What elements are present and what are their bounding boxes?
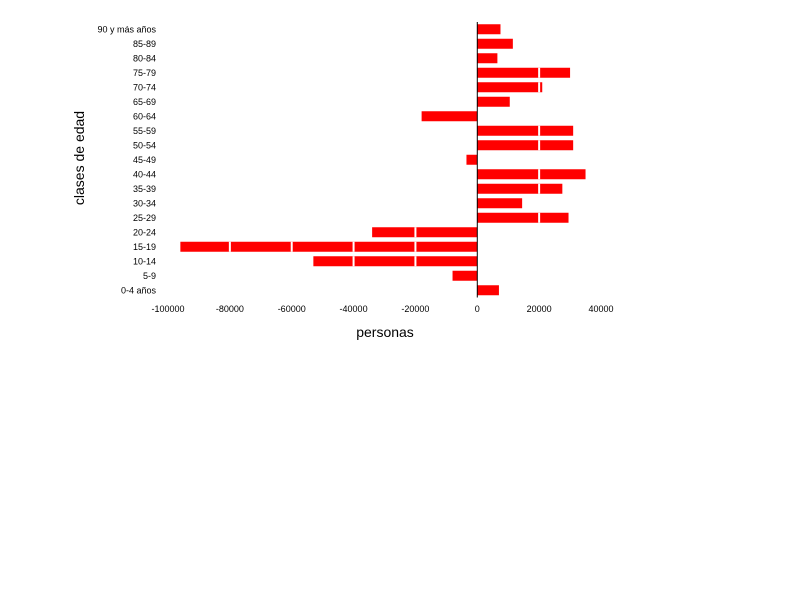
y-tick-label: 85-89 xyxy=(133,39,156,49)
y-tick-label: 50-54 xyxy=(133,140,156,150)
x-tick-label: 0 xyxy=(475,304,480,314)
y-tick-labels: 0-4 años 5-9 10-14 15-19 20-24 25-29 30-34 35-3… xyxy=(97,24,156,295)
bar-20-24 xyxy=(372,227,478,238)
y-tick-label: 40-44 xyxy=(133,169,156,179)
x-axis-title: personas xyxy=(356,324,414,340)
y-tick-label: 15-19 xyxy=(133,242,156,252)
bar-0-4-años xyxy=(477,285,499,296)
y-tick-label: 5-9 xyxy=(143,271,156,281)
y-axis-title: clases de edad xyxy=(71,111,87,205)
x-tick-label: -40000 xyxy=(340,304,368,314)
y-tick-label: 60-64 xyxy=(133,111,156,121)
bar-85-89 xyxy=(477,38,513,49)
bar-55-59 xyxy=(477,125,574,136)
bar-65-69 xyxy=(477,96,510,107)
bar-35-39 xyxy=(477,183,563,194)
x-tick-label: -80000 xyxy=(216,304,244,314)
y-tick-label: 20-24 xyxy=(133,227,156,237)
bar-70-74 xyxy=(477,82,543,93)
bar-30-34 xyxy=(477,198,523,209)
x-tick-label: -100000 xyxy=(151,304,184,314)
y-tick-label: 80-84 xyxy=(133,53,156,63)
y-tick-label: 75-79 xyxy=(133,68,156,78)
y-tick-label: 25-29 xyxy=(133,213,156,223)
x-tick-labels: -100000 -80000 -60000 -40000 -20000 0 20000 400… xyxy=(151,304,613,314)
bar-15-19 xyxy=(180,241,478,252)
bar-60-64 xyxy=(421,111,478,122)
bar-25-29 xyxy=(477,212,569,223)
bar-dividers-group xyxy=(228,67,541,267)
y-tick-label: 30-34 xyxy=(133,198,156,208)
y-tick-label: 70-74 xyxy=(133,82,156,92)
bars-group xyxy=(180,24,586,296)
bar-80-84 xyxy=(477,53,498,64)
bar-40-44 xyxy=(477,169,586,180)
y-tick-label: 35-39 xyxy=(133,184,156,194)
bar-10-14 xyxy=(313,256,478,267)
x-tick-label: 40000 xyxy=(588,304,613,314)
x-tick-label: -60000 xyxy=(278,304,306,314)
y-tick-label: 55-59 xyxy=(133,126,156,136)
y-tick-label: 10-14 xyxy=(133,256,156,266)
bar-50-54 xyxy=(477,140,574,151)
x-tick-label: 20000 xyxy=(527,304,552,314)
y-tick-label: 45-49 xyxy=(133,155,156,165)
bar-5-9 xyxy=(452,270,478,281)
bar-90-y-más-años xyxy=(477,24,501,35)
x-tick-label: -20000 xyxy=(401,304,429,314)
y-tick-label: 90 y más años xyxy=(97,24,156,34)
y-tick-label: 65-69 xyxy=(133,97,156,107)
bar-75-79 xyxy=(477,67,571,78)
bar-45-49 xyxy=(466,154,478,165)
y-tick-label: 0-4 años xyxy=(121,285,157,295)
